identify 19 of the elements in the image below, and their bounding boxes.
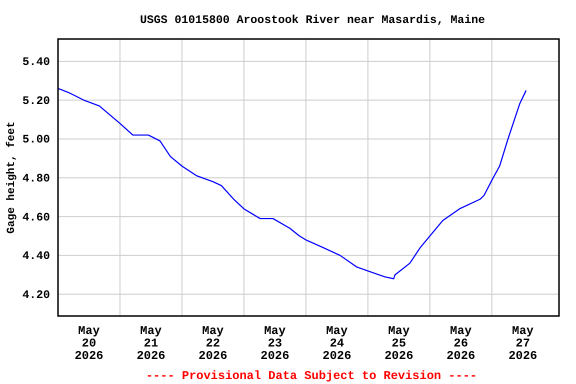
x-tick-label: May 21 2026 (136, 324, 166, 363)
y-tick-label: 4.80 (22, 172, 50, 186)
x-tick-label: May 20 2026 (74, 324, 104, 363)
x-tick-label: May 27 2026 (508, 324, 538, 363)
chart-title: USGS 01015800 Aroostook River near Masardis, Maine (140, 14, 486, 27)
text: ---- Provisional Data Subject to Revision ---- (146, 369, 478, 383)
y-tick-label: 5.40 (22, 56, 50, 70)
x-tick-label: May 24 2026 (322, 324, 352, 363)
x-tick-label: May 26 2026 (446, 324, 476, 363)
y-tick-label: 4.40 (22, 250, 50, 264)
y-axis-title: Gage height, feet (5, 121, 18, 234)
y-tick-label: 5.20 (22, 94, 50, 108)
x-tick-label: May 25 2026 (384, 324, 414, 363)
y-tick-label: 4.60 (22, 211, 50, 224)
y-tick-label: 4.20 (22, 288, 50, 302)
y-tick-label: 5.00 (22, 134, 50, 147)
line-series (57, 88, 527, 280)
x-tick-label: May 23 2026 (260, 324, 290, 363)
x-tick-label: May 22 2026 (198, 324, 228, 363)
